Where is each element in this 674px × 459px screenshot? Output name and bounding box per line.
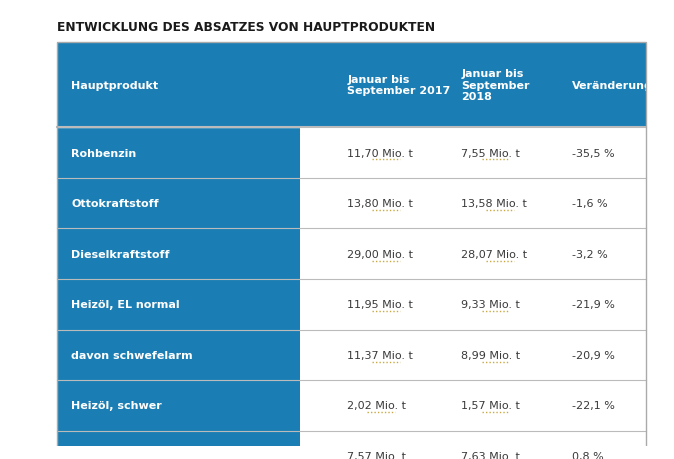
Text: Januar bis
September 2017: Januar bis September 2017: [347, 75, 450, 96]
Bar: [301, 179, 646, 229]
Bar: [57, 280, 301, 330]
Text: ENTWICKLUNG DES ABSATZES VON HAUPTPRODUKTEN: ENTWICKLUNG DES ABSATZES VON HAUPTPRODUK…: [57, 22, 435, 34]
Bar: [301, 330, 646, 381]
Text: 7,63 Mio. t: 7,63 Mio. t: [462, 451, 520, 459]
Text: 7,55 Mio. t: 7,55 Mio. t: [462, 148, 520, 158]
Text: -20,9 %: -20,9 %: [572, 350, 615, 360]
Text: Veränderung: Veränderung: [572, 80, 653, 90]
Text: Heizöl, EL normal: Heizöl, EL normal: [71, 300, 180, 310]
Text: Januar bis
September
2018: Januar bis September 2018: [462, 69, 530, 102]
Bar: [301, 381, 646, 431]
Bar: [301, 229, 646, 280]
Bar: [57, 330, 301, 381]
Text: Ottokraftstoff: Ottokraftstoff: [71, 199, 159, 209]
Text: -1,6 %: -1,6 %: [572, 199, 608, 209]
Text: davon schwefelarm: davon schwefelarm: [71, 350, 193, 360]
Text: 13,58 Mio. t: 13,58 Mio. t: [462, 199, 527, 209]
Text: 1,57 Mio. t: 1,57 Mio. t: [462, 401, 520, 410]
Text: 11,70 Mio. t: 11,70 Mio. t: [347, 148, 413, 158]
Text: Rohbenzin: Rohbenzin: [71, 148, 137, 158]
Bar: [301, 431, 646, 459]
Text: Flugturbinenkraftstoff, schwer: Flugturbinenkraftstoff, schwer: [71, 451, 264, 459]
Text: 11,37 Mio. t: 11,37 Mio. t: [347, 350, 413, 360]
Text: 13,80 Mio. t: 13,80 Mio. t: [347, 199, 413, 209]
Text: 9,33 Mio. t: 9,33 Mio. t: [462, 300, 520, 310]
Text: 29,00 Mio. t: 29,00 Mio. t: [347, 249, 413, 259]
Text: -3,2 %: -3,2 %: [572, 249, 608, 259]
Text: Hauptprodukt: Hauptprodukt: [71, 80, 158, 90]
Bar: [301, 128, 646, 179]
Bar: [57, 179, 301, 229]
Text: -21,9 %: -21,9 %: [572, 300, 615, 310]
Text: 11,95 Mio. t: 11,95 Mio. t: [347, 300, 413, 310]
Text: 7,57 Mio. t: 7,57 Mio. t: [347, 451, 406, 459]
Text: Heizöl, schwer: Heizöl, schwer: [71, 401, 162, 410]
Text: 8,99 Mio. t: 8,99 Mio. t: [462, 350, 520, 360]
Bar: [57, 43, 646, 459]
Bar: [301, 280, 646, 330]
Bar: [57, 381, 301, 431]
Bar: [57, 431, 301, 459]
Bar: [57, 229, 301, 280]
Text: -22,1 %: -22,1 %: [572, 401, 615, 410]
Text: 2,02 Mio. t: 2,02 Mio. t: [347, 401, 406, 410]
Bar: [57, 128, 301, 179]
Text: -35,5 %: -35,5 %: [572, 148, 615, 158]
Text: 0,8 %: 0,8 %: [572, 451, 604, 459]
Text: 28,07 Mio. t: 28,07 Mio. t: [462, 249, 528, 259]
Text: Dieselkraftstoff: Dieselkraftstoff: [71, 249, 170, 259]
Bar: [57, 43, 646, 128]
